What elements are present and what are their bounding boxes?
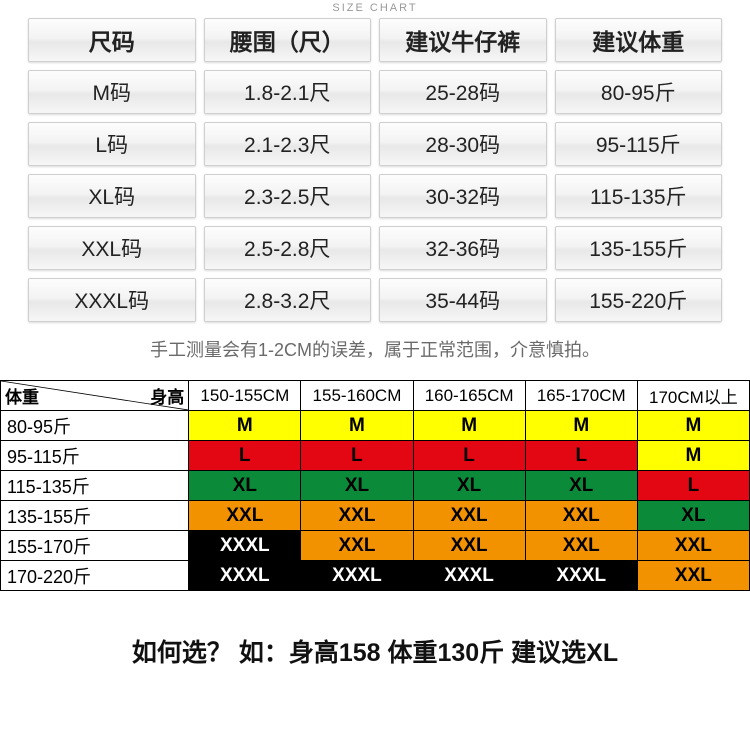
size-table-cell: 2.5-2.8尺: [204, 226, 372, 270]
size-table-header: 尺码: [28, 18, 196, 62]
size-table-header: 建议体重: [555, 18, 723, 62]
page-title: SIZE CHART: [0, 0, 750, 18]
matrix-cell: XXL: [637, 561, 749, 591]
matrix-cell: XL: [637, 501, 749, 531]
matrix-cell: XL: [189, 471, 301, 501]
matrix-cell: M: [189, 411, 301, 441]
matrix-col-header: 165-170CM: [525, 381, 637, 411]
matrix-cell: L: [637, 471, 749, 501]
size-table-cell: 2.8-3.2尺: [204, 278, 372, 322]
size-table-cell: L码: [28, 122, 196, 166]
recommendation-matrix: 体重 身高150-155CM155-160CM160-165CM165-170CM…: [0, 380, 750, 591]
size-table-cell: XXL码: [28, 226, 196, 270]
matrix-cell: XL: [413, 471, 525, 501]
matrix-cell: L: [301, 441, 413, 471]
matrix-cell: L: [525, 441, 637, 471]
matrix-cell: M: [525, 411, 637, 441]
size-table-cell: 95-115斤: [555, 122, 723, 166]
matrix-cell: XXXL: [525, 561, 637, 591]
matrix-cell: XXXL: [189, 531, 301, 561]
matrix-cell: XL: [525, 471, 637, 501]
corner-weight-label: 体重: [5, 383, 39, 408]
size-table-cell: 28-30码: [379, 122, 547, 166]
size-table-cell: XL码: [28, 174, 196, 218]
size-table-cell: 155-220斤: [555, 278, 723, 322]
matrix-col-header: 150-155CM: [189, 381, 301, 411]
matrix-cell: XXXL: [301, 561, 413, 591]
matrix-cell: M: [637, 441, 749, 471]
matrix-row-header: 135-155斤: [1, 501, 189, 531]
size-table-cell: M码: [28, 70, 196, 114]
matrix-row-header: 155-170斤: [1, 531, 189, 561]
matrix-cell: L: [413, 441, 525, 471]
matrix-cell: M: [413, 411, 525, 441]
size-table-cell: 32-36码: [379, 226, 547, 270]
matrix-cell: XXL: [525, 501, 637, 531]
size-table-header: 腰围（尺）: [204, 18, 372, 62]
matrix-cell: XXL: [189, 501, 301, 531]
matrix-col-header: 160-165CM: [413, 381, 525, 411]
matrix-cell: L: [189, 441, 301, 471]
matrix-col-header: 155-160CM: [301, 381, 413, 411]
matrix-row-header: 95-115斤: [1, 441, 189, 471]
matrix-cell: XXL: [301, 501, 413, 531]
size-table-cell: 1.8-2.1尺: [204, 70, 372, 114]
size-table-cell: 25-28码: [379, 70, 547, 114]
size-table-cell: 2.1-2.3尺: [204, 122, 372, 166]
matrix-corner: 体重 身高: [1, 381, 189, 411]
matrix-row-header: 115-135斤: [1, 471, 189, 501]
matrix-cell: XXL: [525, 531, 637, 561]
size-table-cell: 2.3-2.5尺: [204, 174, 372, 218]
matrix-cell: XXL: [637, 531, 749, 561]
matrix-cell: XXXL: [189, 561, 301, 591]
size-table: 尺码腰围（尺）建议牛仔裤建议体重 M码1.8-2.1尺25-28码80-95斤 L码…: [0, 18, 750, 328]
matrix-cell: M: [301, 411, 413, 441]
matrix-row-header: 170-220斤: [1, 561, 189, 591]
matrix-cell: XXXL: [413, 561, 525, 591]
matrix-cell: M: [637, 411, 749, 441]
size-table-cell: 35-44码: [379, 278, 547, 322]
size-table-cell: 135-155斤: [555, 226, 723, 270]
size-table-cell: 80-95斤: [555, 70, 723, 114]
size-table-header: 建议牛仔裤: [379, 18, 547, 62]
corner-height-label: 身高: [150, 383, 184, 408]
size-table-cell: 30-32码: [379, 174, 547, 218]
measurement-note: 手工测量会有1-2CM的误差，属于正常范围，介意慎拍。: [0, 328, 750, 380]
matrix-cell: XXL: [413, 501, 525, 531]
size-table-cell: XXXL码: [28, 278, 196, 322]
size-table-cell: 115-135斤: [555, 174, 723, 218]
matrix-row-header: 80-95斤: [1, 411, 189, 441]
matrix-cell: XXL: [301, 531, 413, 561]
selection-hint: 如何选？ 如：身高158 体重130斤 建议选XL: [0, 591, 750, 669]
matrix-cell: XL: [301, 471, 413, 501]
matrix-col-header: 170CM以上: [637, 381, 749, 411]
matrix-cell: XXL: [413, 531, 525, 561]
